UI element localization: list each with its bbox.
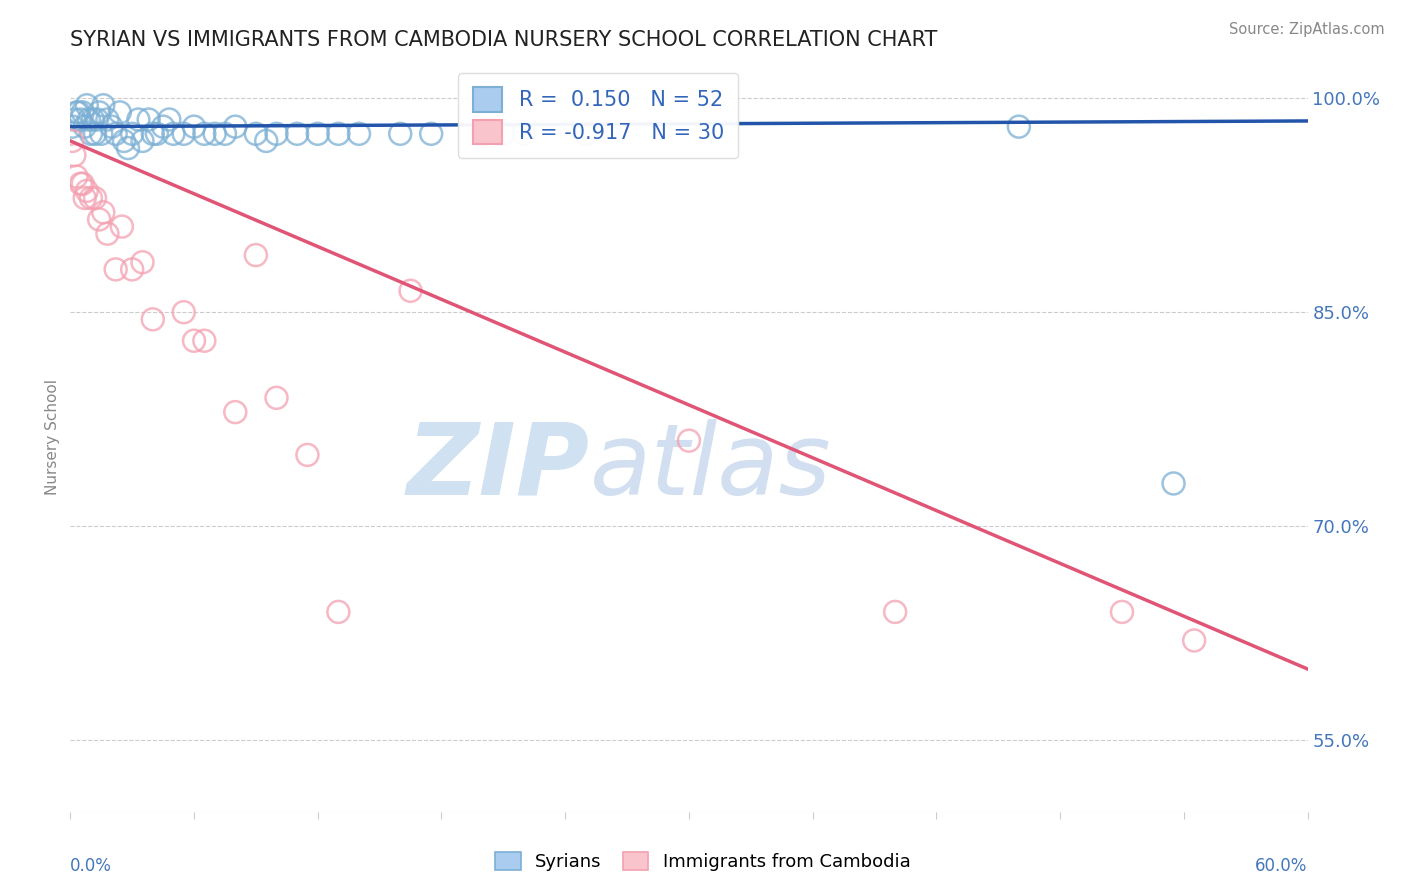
Text: SYRIAN VS IMMIGRANTS FROM CAMBODIA NURSERY SCHOOL CORRELATION CHART: SYRIAN VS IMMIGRANTS FROM CAMBODIA NURSE… (70, 29, 938, 50)
Point (121, 127, 143, 141)
Point (63, 112, 86, 127)
Point (420, 127, 443, 141)
Point (183, 334, 205, 348)
Point (142, 127, 165, 141)
Point (84, 191, 107, 205)
Point (96, 112, 118, 127)
Point (224, 405, 246, 419)
Point (86, 112, 108, 127)
Point (173, 127, 195, 141)
Point (96, 227, 118, 241)
Point (492, 127, 515, 141)
Point (399, 284, 422, 298)
Point (183, 120, 205, 134)
Point (73, 120, 96, 134)
Point (131, 255, 153, 269)
Point (266, 127, 288, 141)
Point (108, 105, 131, 120)
Point (73, 191, 96, 205)
Point (389, 127, 412, 141)
Point (254, 134, 277, 148)
Point (63, 148, 86, 162)
Point (575, 127, 598, 141)
Point (84, 127, 107, 141)
Point (77, 112, 100, 127)
Point (90, 127, 112, 141)
Text: Source: ZipAtlas.com: Source: ZipAtlas.com (1229, 22, 1385, 37)
Point (162, 127, 184, 141)
Point (104, 262, 127, 277)
Point (67, 105, 90, 120)
Point (131, 134, 153, 148)
Point (285, 127, 308, 141)
Point (89, 212, 111, 227)
Point (138, 112, 160, 127)
Point (65, 105, 87, 120)
Point (245, 248, 267, 262)
Point (82, 112, 104, 127)
Point (1008, 120, 1031, 134)
Point (266, 391, 288, 405)
Text: 60.0%: 60.0% (1256, 857, 1308, 875)
Y-axis label: Nursery School: Nursery School (45, 379, 60, 495)
Point (224, 120, 246, 134)
Text: ZIP: ZIP (406, 418, 591, 516)
Point (471, 127, 494, 141)
Point (91, 205, 114, 219)
Point (204, 127, 226, 141)
Point (297, 448, 319, 462)
Point (72, 105, 94, 120)
Point (214, 127, 236, 141)
Legend: R =  0.150   N = 52, R = -0.917   N = 30: R = 0.150 N = 52, R = -0.917 N = 30 (458, 73, 738, 159)
Point (76, 98, 98, 112)
Point (89, 105, 111, 120)
Text: 0.0%: 0.0% (70, 857, 112, 875)
Point (884, 605, 907, 619)
Point (245, 127, 267, 141)
Point (60, 134, 83, 148)
Point (152, 120, 174, 134)
Point (173, 305, 195, 319)
Point (193, 334, 215, 348)
Point (60, 120, 83, 134)
Point (104, 127, 127, 141)
Point (117, 141, 139, 155)
Point (146, 127, 169, 141)
Point (91, 98, 114, 112)
Point (142, 312, 165, 326)
Point (193, 127, 215, 141)
Point (328, 605, 350, 619)
Point (347, 127, 370, 141)
Point (1163, 476, 1185, 491)
Point (1111, 605, 1133, 619)
Legend: Syrians, Immigrants from Cambodia: Syrians, Immigrants from Cambodia (488, 845, 918, 879)
Point (69, 112, 91, 127)
Point (1182, 633, 1205, 648)
Point (80, 191, 103, 205)
Point (111, 219, 134, 234)
Point (157, 112, 180, 127)
Point (121, 262, 143, 277)
Point (65, 169, 87, 184)
Point (112, 134, 135, 148)
Point (76, 184, 98, 198)
Point (80, 127, 103, 141)
Point (307, 127, 329, 141)
Point (127, 112, 149, 127)
Point (72, 177, 94, 191)
Point (100, 120, 122, 134)
Point (513, 127, 536, 141)
Point (678, 434, 700, 448)
Point (328, 127, 350, 141)
Point (69, 177, 91, 191)
Text: atlas: atlas (591, 418, 831, 516)
